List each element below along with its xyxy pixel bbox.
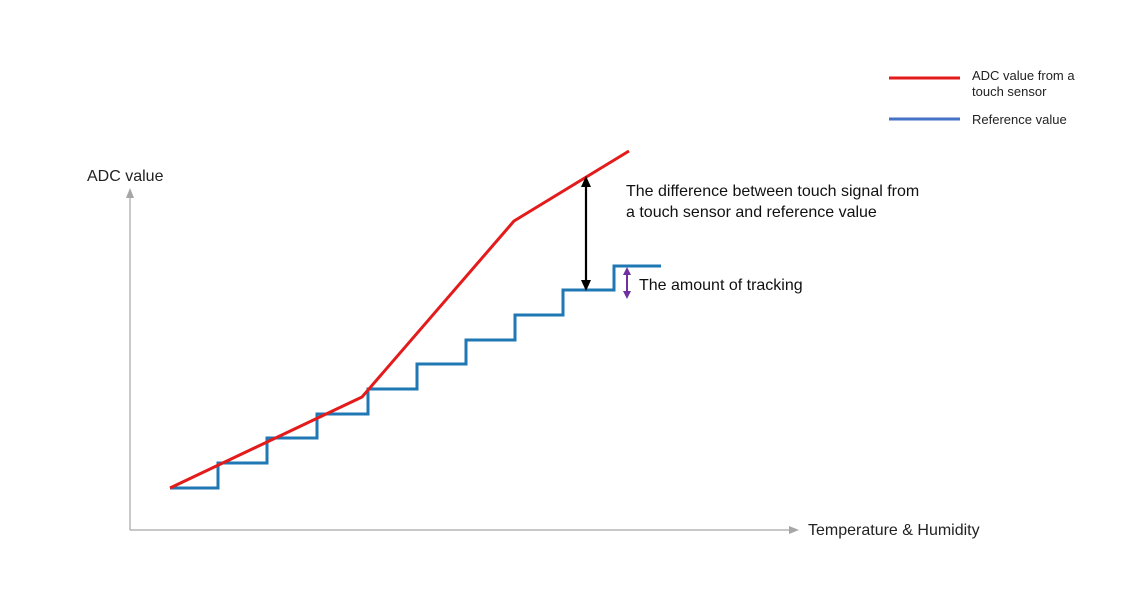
y-axis-arrowhead (126, 188, 134, 198)
x-axis-label: Temperature & Humidity (808, 522, 980, 539)
tracking-annotation: The amount of tracking (639, 277, 803, 294)
y-axis-label: ADC value (87, 168, 164, 185)
difference-arrowhead-top (581, 176, 591, 187)
legend: ADC value from a touch sensor Reference … (889, 68, 1075, 127)
tracking-arrowhead-bottom (623, 291, 631, 299)
x-axis-arrowhead (789, 526, 799, 534)
axes: ADC value Temperature & Humidity (87, 168, 980, 539)
difference-annotation-line2: a touch sensor and reference value (626, 204, 877, 221)
tracking-arrowhead-top (623, 267, 631, 275)
legend-adc-label-line2: touch sensor (972, 84, 1047, 99)
reference-value-line (170, 264, 661, 490)
tracking-arrow (623, 267, 631, 299)
difference-arrowhead-bottom (581, 280, 591, 291)
adc-value-line (169, 149, 630, 490)
difference-annotation-line1: The difference between touch signal from (626, 183, 919, 200)
legend-reference-label: Reference value (972, 112, 1067, 127)
legend-adc-label-line1: ADC value from a (972, 68, 1075, 83)
difference-arrow (581, 176, 591, 291)
